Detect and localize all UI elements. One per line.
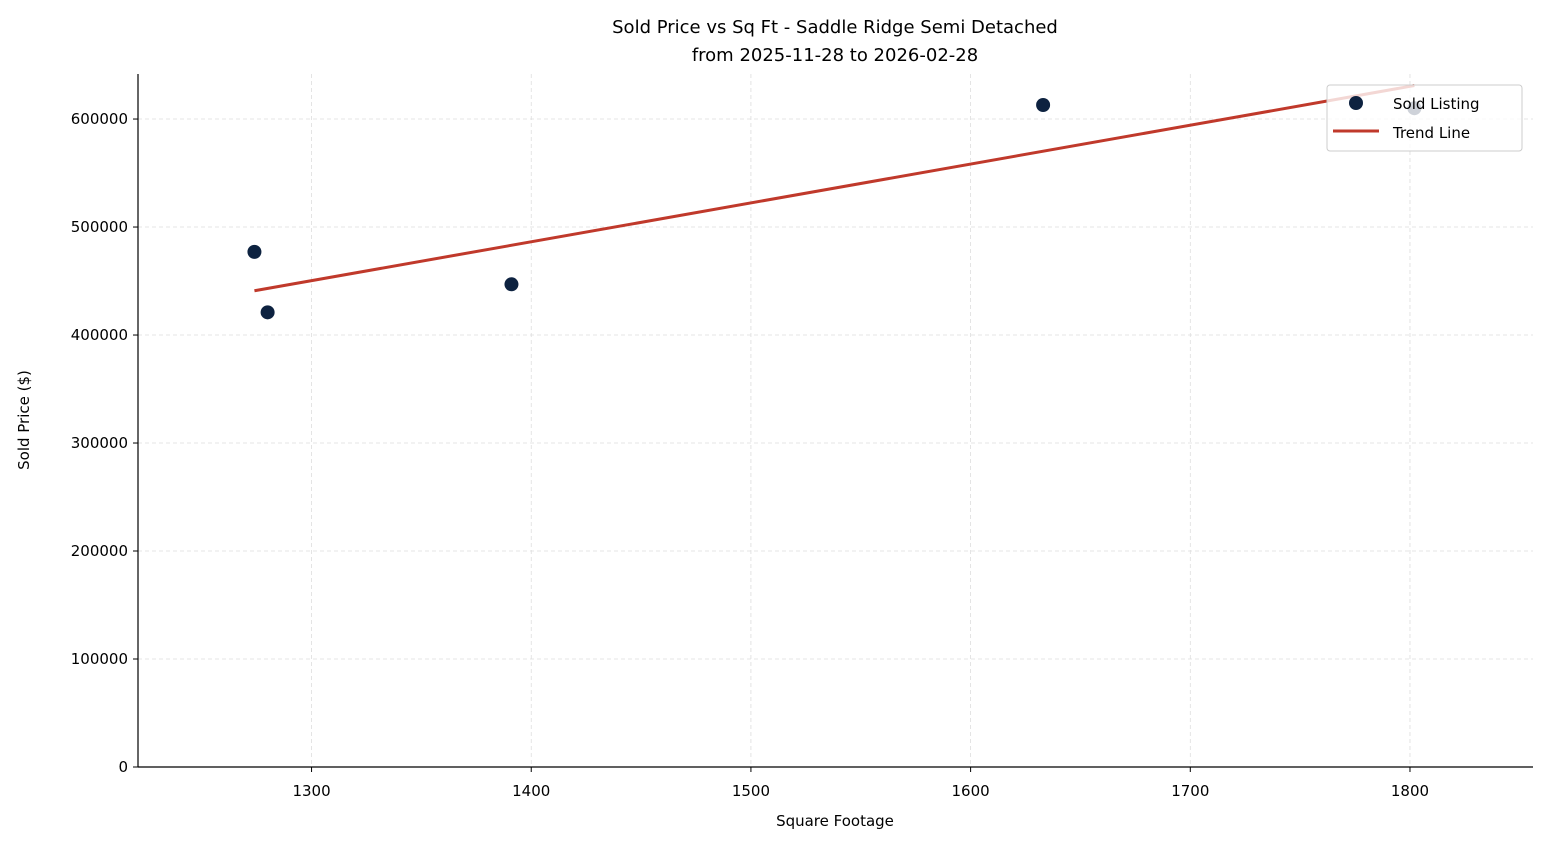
legend-label-sold-listing: Sold Listing (1393, 95, 1480, 113)
plot-marks (247, 84, 1422, 320)
chart-title: Sold Price vs Sq Ft - Saddle Ridge Semi … (612, 17, 1058, 38)
chart-subtitle: from 2025-11-28 to 2026-02-28 (692, 45, 978, 66)
data-point (504, 277, 519, 292)
y-tick-label: 200000 (71, 542, 128, 560)
x-tick-label: 1400 (512, 782, 550, 800)
axes: 1300 1400 1500 1600 1700 1800 0 100000 200000 300… (71, 74, 1533, 800)
data-point (1036, 97, 1051, 112)
y-tick-label: 500000 (71, 218, 128, 236)
y-tick-label: 600000 (71, 110, 128, 128)
x-tick-label: 1500 (732, 782, 770, 800)
y-tick-label: 0 (118, 758, 128, 776)
y-tick-label: 100000 (71, 650, 128, 668)
y-tick-label: 400000 (71, 326, 128, 344)
data-point (247, 244, 262, 259)
trend-line (254, 84, 1415, 293)
x-tick-label: 1300 (292, 782, 330, 800)
legend: Sold Listing Trend Line (1326, 84, 1523, 152)
grid (138, 74, 1533, 768)
legend-marker-sold-listing (1349, 96, 1363, 110)
x-tick-label: 1700 (1171, 782, 1209, 800)
x-tick-label: 1600 (952, 782, 990, 800)
legend-box (1326, 84, 1523, 152)
legend-label-trend-line: Trend Line (1392, 124, 1470, 142)
x-axis-label: Square Footage (776, 812, 894, 830)
y-axis-label: Sold Price ($) (15, 370, 33, 470)
x-tick-label: 1800 (1391, 782, 1429, 800)
data-point (260, 305, 275, 320)
y-tick-label: 300000 (71, 434, 128, 452)
